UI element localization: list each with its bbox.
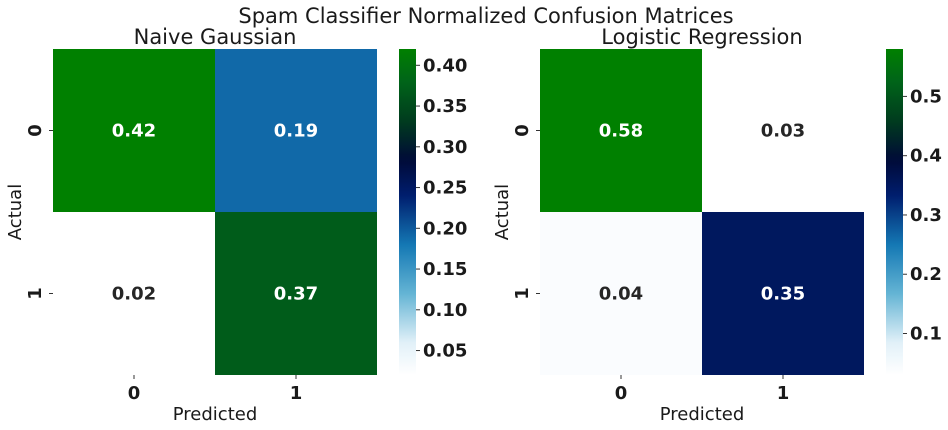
cell-value-label: 0.37 — [274, 284, 318, 305]
colorbar-tick-label: 0.15 — [423, 259, 467, 280]
colorbar-tick-label: 0.30 — [423, 137, 467, 158]
y-tick-label: 0 — [25, 124, 46, 137]
heatmap-panel-naive-gaussian: Naive Gaussian 0.42 0.19 0.02 0.37 0 1 0 1 Predic… — [5, 25, 467, 425]
heatmap-cell — [215, 49, 377, 212]
heatmap-cell — [53, 49, 215, 212]
x-tick-label: 0 — [128, 383, 141, 404]
colorbar-tick-label: 0.35 — [423, 96, 467, 117]
colorbar-tick-label: 0.10 — [423, 300, 467, 321]
colorbar-tick-label: 0.5 — [910, 86, 942, 107]
heatmap-cell — [540, 49, 702, 212]
x-axis-label: Predicted — [660, 404, 745, 425]
heatmap-cell — [53, 212, 215, 375]
colorbar-tick-label: 0.2 — [910, 264, 942, 285]
cell-value-label: 0.42 — [112, 121, 156, 142]
cell-value-label: 0.19 — [274, 121, 318, 142]
colorbar — [886, 49, 903, 375]
y-axis-label: Actual — [5, 184, 26, 240]
y-tick-label: 1 — [512, 287, 533, 300]
cell-value-label: 0.04 — [599, 284, 643, 305]
x-axis-label: Predicted — [173, 404, 258, 425]
heatmap-title: Naive Gaussian — [134, 25, 297, 49]
colorbar-tick-label: 0.1 — [910, 324, 942, 345]
colorbar-tick-label: 0.4 — [910, 146, 942, 167]
heatmap-cell — [540, 212, 702, 375]
y-tick-label: 1 — [25, 287, 46, 300]
x-tick-label: 0 — [615, 383, 628, 404]
colorbar — [399, 49, 416, 375]
y-axis-label: Actual — [492, 184, 513, 240]
x-tick-label: 1 — [290, 383, 303, 404]
colorbar-tick-label: 0.05 — [423, 341, 467, 362]
colorbar-tick-label: 0.20 — [423, 218, 467, 239]
colorbar-tick-label: 0.40 — [423, 55, 467, 76]
figure-suptitle: Spam Classifier Normalized Confusion Mat… — [238, 4, 733, 28]
cell-value-label: 0.35 — [761, 284, 805, 305]
x-tick-label: 1 — [777, 383, 790, 404]
heatmap-panel-logistic-regression: Logistic Regression 0.58 0.03 0.04 0.35 0 1 0 1 P… — [492, 25, 942, 425]
cell-value-label: 0.02 — [112, 284, 156, 305]
y-tick-label: 0 — [512, 124, 533, 137]
colorbar-tick-label: 0.3 — [910, 205, 942, 226]
heatmap-title: Logistic Regression — [601, 25, 802, 49]
cell-value-label: 0.03 — [761, 121, 805, 142]
heatmap-cell — [702, 49, 864, 212]
heatmap-cell — [215, 212, 377, 375]
colorbar-tick-label: 0.25 — [423, 178, 467, 199]
heatmap-cell — [702, 212, 864, 375]
cell-value-label: 0.58 — [599, 121, 643, 142]
